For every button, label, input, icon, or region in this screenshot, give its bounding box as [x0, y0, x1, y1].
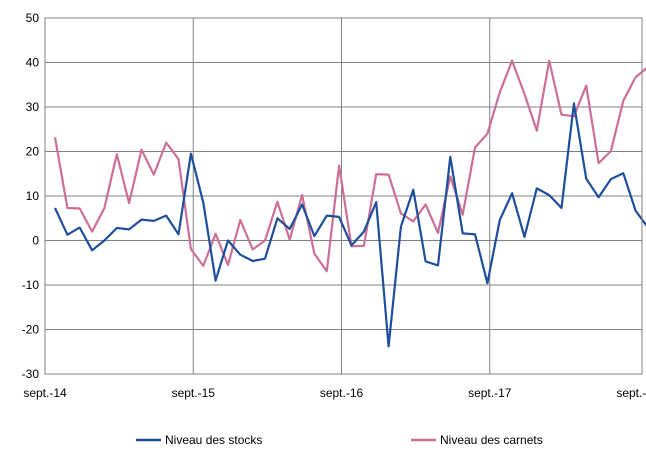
y-tick-label: -20: [22, 323, 40, 337]
series-line: [53, 59, 646, 273]
x-tick-label: sept.-17: [468, 386, 512, 400]
grid: [45, 18, 642, 374]
y-tick-label: 50: [26, 11, 40, 25]
series-line: [54, 102, 646, 348]
y-tick-label: 40: [26, 56, 40, 70]
y-tick-label: 20: [26, 145, 40, 159]
y-tick-label: 10: [26, 189, 40, 203]
x-tick-label: sept.-18: [616, 386, 646, 400]
y-tick-label: 0: [32, 234, 39, 248]
y-tick-label: 30: [26, 100, 40, 114]
x-axis-ticks: sept.-14 sept.-15 sept.-16 sept.-17 sept.-18: [23, 386, 646, 400]
y-axis-ticks: 50 40 30 20 10 0 -10 -20 -30: [22, 11, 40, 381]
y-tick-label: -10: [22, 278, 40, 292]
y-tick-label: -30: [22, 367, 40, 381]
x-tick-label: sept.-14: [23, 386, 67, 400]
x-tick-label: sept.-15: [172, 386, 216, 400]
plot-frame: [44, 17, 643, 375]
x-tick-label: sept.-16: [320, 386, 364, 400]
series-lines: [53, 59, 646, 348]
legend-label: Niveau des carnets: [440, 433, 543, 447]
legend: Niveau des stocks Niveau des carnets: [136, 433, 543, 447]
legend-label: Niveau des stocks: [165, 433, 262, 447]
